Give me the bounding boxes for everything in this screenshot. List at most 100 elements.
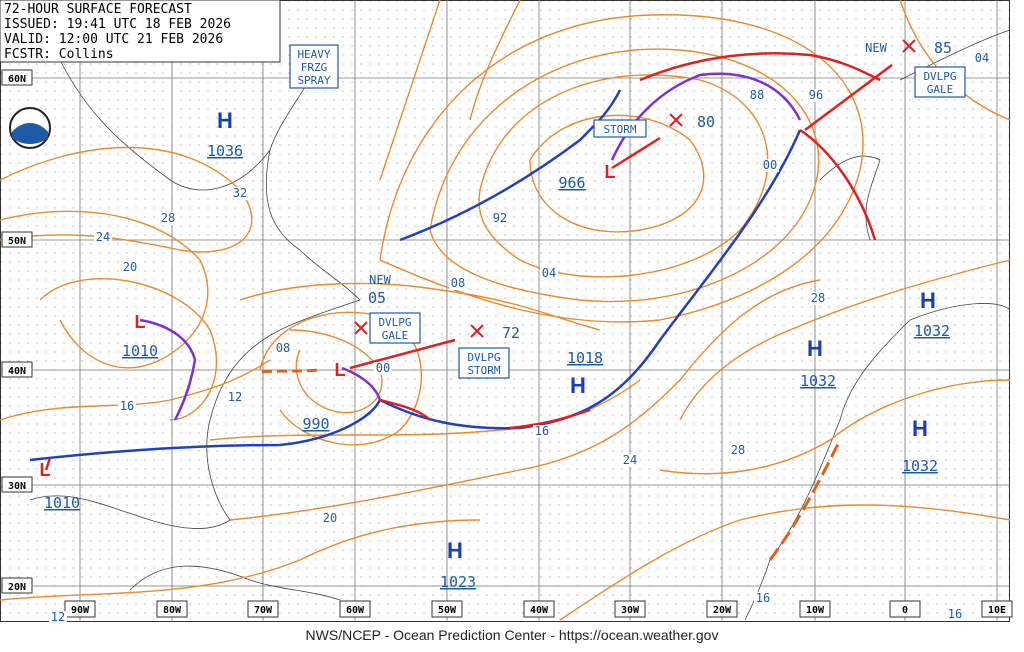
- isobar-label-bg: [754, 592, 772, 605]
- isobar-label: 04: [542, 266, 556, 280]
- isobar-label-bg: [321, 512, 339, 525]
- lon-label-bg: [981, 600, 1013, 618]
- trough: [261, 368, 319, 374]
- isobar-label-bg: [491, 212, 509, 225]
- isobar-label: 12: [51, 610, 65, 624]
- map-frame: [0, 0, 1010, 622]
- header-title: 72-HOUR SURFACE FORECAST: [4, 2, 192, 17]
- center-pressure: 1032: [914, 322, 950, 340]
- motion-arrows: [44, 63, 893, 471]
- center-pressure: 1010: [44, 494, 80, 512]
- center-symbol: L: [135, 312, 146, 332]
- isobar-label-bg: [540, 267, 558, 280]
- longitude-label: 60W: [346, 605, 365, 616]
- isobar-label-bg: [973, 52, 991, 65]
- warning-text: STORM: [603, 123, 636, 136]
- warning-box: [289, 44, 339, 89]
- isobar-label: 32: [233, 186, 247, 200]
- warning-box: [593, 119, 647, 138]
- isobar-label: 16: [948, 607, 962, 621]
- longitude-label: 90W: [71, 605, 90, 616]
- header-box: [0, 0, 281, 63]
- warning-text: SPRAY: [297, 74, 330, 87]
- warning-text: GALE: [382, 329, 409, 342]
- isobar-label: 12: [228, 390, 242, 404]
- lon-label-bg: [614, 600, 646, 618]
- forecast-pressure: 80: [697, 113, 715, 131]
- header-issued: ISSUED: 19:41 UTC 18 FEB 2026: [4, 17, 231, 32]
- isobar-label: 08: [451, 276, 465, 290]
- center-symbol: L: [335, 360, 346, 380]
- center-symbol: L: [605, 162, 616, 182]
- lat-label-bg: [1, 361, 33, 378]
- isobar-label: 16: [535, 424, 549, 438]
- isobar-label: 16: [756, 591, 770, 605]
- latitude-label: 20N: [8, 582, 26, 593]
- warning-box: [458, 347, 510, 379]
- forecast-pressure: 72: [502, 324, 520, 342]
- latitude-label: 40N: [8, 366, 26, 377]
- warning-box: [914, 66, 966, 98]
- isobar-label-bg: [807, 89, 825, 102]
- warning-text: GALE: [927, 83, 954, 96]
- isobar-label: 00: [763, 158, 777, 172]
- longitude-label: 10W: [806, 605, 825, 616]
- latitude-label: 60N: [8, 74, 26, 85]
- lon-label-bg: [339, 600, 371, 618]
- lon-label-bg: [64, 600, 96, 618]
- warning-box: [369, 312, 421, 344]
- isobar-label: 20: [323, 511, 337, 525]
- forecast-positions: [354, 39, 916, 338]
- center-symbol: H: [912, 416, 928, 441]
- isobar-label-bg: [226, 391, 244, 404]
- warning-text: DVLPG: [923, 70, 956, 83]
- trough: [768, 439, 842, 561]
- latitude-label: 50N: [8, 236, 26, 247]
- isobar-label: 28: [811, 291, 825, 305]
- isobar-label: 28: [161, 211, 175, 225]
- isobar-label: 20: [123, 260, 137, 274]
- lon-label-bg: [706, 600, 738, 618]
- warning-text: DVLPG: [378, 316, 411, 329]
- warning-text: HEAVY: [297, 48, 330, 61]
- warning-text: DVLPG: [467, 351, 500, 364]
- center-symbol: H: [447, 538, 463, 563]
- isobar-label-bg: [374, 362, 392, 375]
- isobar-label-bg: [121, 261, 139, 274]
- isobar-label: 92: [493, 211, 507, 225]
- isobar-label: 88: [750, 88, 764, 102]
- isobars: [0, 0, 1011, 621]
- isobar-label-bg: [49, 611, 67, 624]
- center-symbol: H: [570, 373, 586, 398]
- warning-text: STORM: [467, 364, 500, 377]
- center-pressure: 1032: [800, 372, 836, 390]
- isobar-label: 00: [376, 361, 390, 375]
- isobar-label-bg: [274, 342, 292, 355]
- lon-label-bg: [431, 600, 463, 618]
- header-valid: VALID: 12:00 UTC 21 FEB 2026: [4, 32, 223, 47]
- graticule: [0, 0, 1010, 622]
- center-symbol: H: [217, 108, 233, 133]
- warning-text: FRZG: [301, 61, 328, 74]
- fronts: [29, 52, 881, 462]
- isobar-label-bg: [533, 425, 551, 438]
- lon-label-bg: [247, 600, 279, 618]
- isobar-label-bg: [159, 212, 177, 225]
- isobar-label: 16: [120, 399, 134, 413]
- lon-label-bg: [889, 600, 921, 618]
- footer-credit: NWS/NCEP - Ocean Prediction Center - htt…: [306, 627, 719, 643]
- isobar-label: 24: [623, 453, 637, 467]
- center-pressure: 990: [302, 415, 329, 433]
- lat-label-bg: [1, 69, 33, 86]
- lon-label-bg: [799, 600, 831, 618]
- lat-label-bg: [1, 577, 33, 594]
- longitude-label: 0: [902, 605, 908, 616]
- isobar-label-bg: [94, 231, 112, 244]
- center-pressure: 1036: [207, 142, 243, 160]
- center-pressure: 1023: [440, 573, 476, 591]
- center-pressure: 1018: [567, 349, 603, 367]
- new-label: NEW: [865, 41, 887, 55]
- lon-label-bg: [156, 600, 188, 618]
